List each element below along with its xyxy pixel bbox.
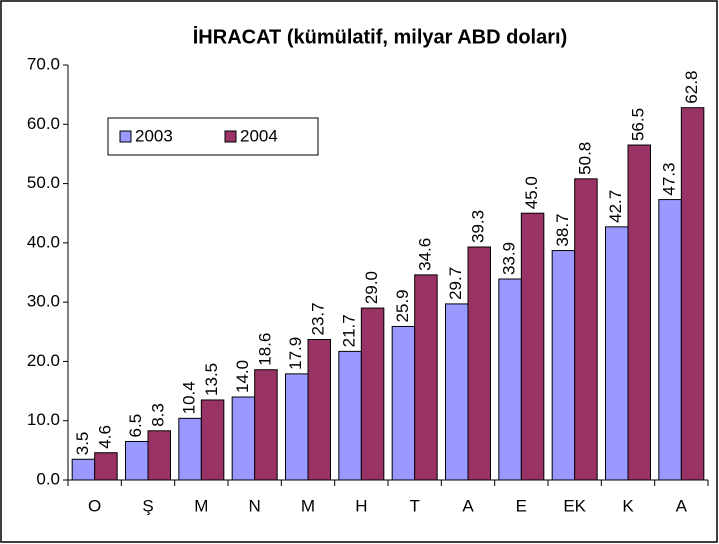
data-label: 33.9 — [500, 242, 519, 275]
y-tick-label: 30.0 — [27, 292, 60, 311]
y-tick-label: 10.0 — [27, 410, 60, 429]
data-label: 34.6 — [415, 238, 434, 271]
legend-swatch — [119, 130, 132, 143]
data-label: 4.6 — [95, 425, 114, 449]
x-tick-label: H — [355, 496, 367, 515]
x-tick-label: N — [249, 496, 261, 515]
chart-title: İHRACAT (kümülatif, milyar ABD doları) — [193, 25, 567, 48]
bar — [445, 303, 469, 481]
y-tick-label: 60.0 — [27, 114, 60, 133]
data-label: 47.3 — [660, 162, 679, 195]
data-label: 38.7 — [553, 213, 572, 246]
legend-label: 2004 — [240, 126, 278, 145]
data-label: 13.5 — [202, 363, 221, 396]
data-label: 18.6 — [255, 333, 274, 366]
data-label: 3.5 — [73, 432, 92, 456]
x-tick-label: M — [194, 496, 208, 515]
x-tick-label: EK — [563, 496, 586, 515]
bar — [414, 274, 438, 481]
y-tick-label: 70.0 — [27, 54, 60, 73]
bar — [178, 417, 202, 481]
x-tick-label: A — [462, 496, 474, 515]
bar — [551, 250, 576, 481]
x-tick-label: A — [676, 496, 688, 515]
y-tick-label: 20.0 — [27, 351, 60, 370]
bar — [71, 458, 96, 481]
x-tick-label: E — [516, 496, 527, 515]
bar — [574, 178, 598, 481]
data-label: 23.7 — [309, 302, 328, 335]
data-label: 42.7 — [606, 190, 625, 223]
bar — [627, 144, 651, 481]
bar — [307, 338, 331, 481]
data-label: 50.8 — [575, 142, 594, 175]
data-label: 14.0 — [233, 360, 252, 393]
legend-label: 2003 — [135, 126, 173, 145]
x-tick-label: T — [409, 496, 419, 515]
bar — [680, 107, 705, 481]
legend-swatch — [224, 130, 237, 143]
y-tick-label: 40.0 — [27, 232, 60, 251]
data-label: 62.8 — [682, 71, 701, 104]
bar — [360, 307, 385, 481]
bar — [605, 226, 629, 481]
bar — [338, 350, 362, 481]
x-tick-label: K — [622, 496, 634, 515]
data-label: 10.4 — [180, 381, 199, 414]
data-label: 8.3 — [149, 403, 168, 427]
bar — [467, 246, 491, 481]
bar — [125, 440, 149, 481]
bar — [231, 396, 256, 481]
y-tick-label: 50.0 — [27, 173, 60, 192]
x-tick-label: M — [301, 496, 315, 515]
bar — [200, 399, 225, 481]
bar — [94, 452, 118, 481]
data-label: 45.0 — [522, 176, 541, 209]
data-label: 25.9 — [393, 289, 412, 322]
bar — [658, 199, 682, 481]
bar — [254, 369, 278, 481]
data-label: 29.7 — [446, 267, 465, 300]
data-label: 29.0 — [362, 271, 381, 304]
data-label: 39.3 — [469, 210, 488, 243]
x-tick-label: Ş — [142, 496, 153, 515]
x-tick-label: O — [88, 496, 101, 515]
bar — [147, 430, 171, 481]
bar — [391, 325, 416, 481]
data-label: 6.5 — [126, 414, 145, 438]
y-tick-label: 0.0 — [36, 469, 60, 488]
bar — [285, 373, 309, 481]
data-label: 21.7 — [340, 314, 359, 347]
bar — [520, 212, 545, 481]
data-label: 17.9 — [286, 337, 305, 370]
bar — [498, 278, 522, 481]
data-label: 56.5 — [629, 108, 648, 141]
legend-box — [107, 117, 319, 156]
